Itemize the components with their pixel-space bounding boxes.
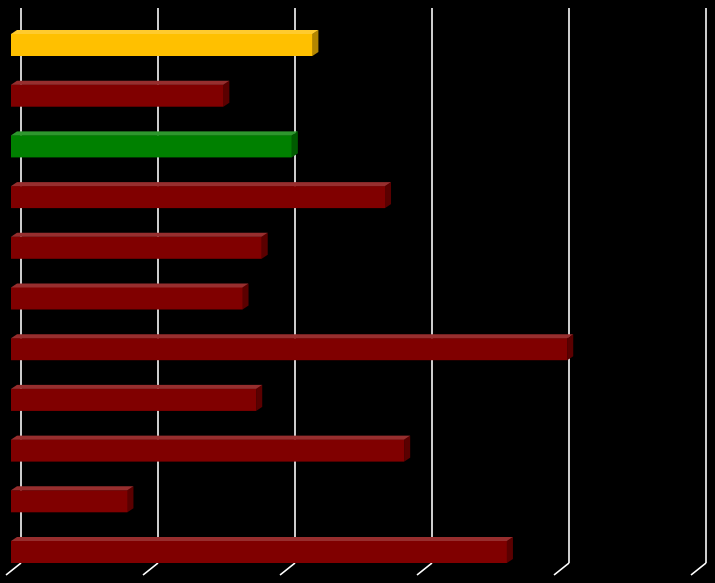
bar-side: [567, 334, 574, 361]
bar-top: [11, 80, 230, 85]
bar-side: [506, 537, 513, 563]
bar: [11, 182, 392, 209]
bar-front: [11, 490, 128, 513]
bar-front: [11, 439, 405, 462]
bar: [11, 334, 574, 361]
bar-front: [11, 186, 386, 209]
bar: [11, 486, 134, 513]
bar-front: [11, 338, 568, 361]
bar-side: [242, 283, 249, 310]
bar-top: [11, 334, 574, 339]
bar-front: [11, 34, 313, 56]
grid-floor-tick: [142, 562, 159, 576]
bar-front: [11, 541, 507, 563]
bar-top: [11, 435, 411, 440]
bar-front: [11, 236, 262, 259]
bar-side: [385, 182, 392, 209]
bar: [11, 384, 263, 411]
bar-top: [11, 384, 263, 389]
bar-front: [11, 287, 243, 310]
grid-floor-tick: [5, 562, 22, 576]
bar-side: [261, 232, 268, 259]
bar-side: [404, 435, 411, 462]
grid-floor-tick: [279, 562, 296, 576]
bar-top: [11, 283, 249, 288]
bar: [11, 435, 411, 462]
bar-side: [312, 30, 319, 56]
grid-floor-tick: [690, 562, 707, 576]
bar-series: [11, 30, 574, 563]
bar-front: [11, 84, 224, 107]
bar-top: [11, 182, 392, 187]
bar-top: [11, 486, 134, 491]
bar-side: [291, 131, 298, 158]
bar-side: [223, 80, 230, 107]
bar: [11, 232, 268, 259]
bar: [11, 30, 319, 56]
bar-front: [11, 135, 292, 158]
bar: [11, 80, 230, 107]
bar: [11, 131, 298, 158]
bar-top: [11, 232, 268, 237]
bar-top: [11, 131, 298, 136]
grid-floor-tick: [553, 562, 570, 576]
bar: [11, 283, 249, 310]
bar-front: [11, 388, 257, 411]
bar-top: [11, 537, 513, 541]
bar-side: [256, 384, 263, 411]
bar: [11, 537, 513, 563]
grid-floor-tick: [416, 562, 433, 576]
bar-side: [127, 486, 134, 513]
bar-top: [11, 30, 319, 34]
